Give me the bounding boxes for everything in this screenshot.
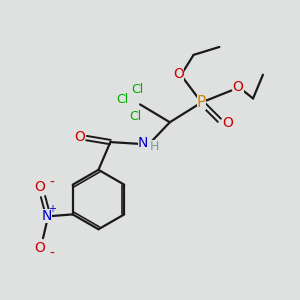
Text: -: -: [50, 176, 54, 190]
Text: P: P: [197, 95, 206, 110]
Text: +: +: [48, 204, 56, 214]
Text: H: H: [149, 140, 159, 152]
Text: O: O: [222, 116, 233, 130]
Text: Cl: Cl: [131, 83, 143, 96]
Text: N: N: [42, 209, 52, 224]
Text: O: O: [34, 180, 46, 194]
Text: O: O: [34, 241, 46, 255]
Text: -: -: [50, 247, 54, 261]
Text: Cl: Cl: [129, 110, 141, 123]
Text: O: O: [233, 80, 244, 94]
Text: N: N: [138, 136, 148, 150]
Text: O: O: [74, 130, 85, 144]
Text: Cl: Cl: [116, 93, 128, 106]
Text: O: O: [173, 67, 184, 81]
